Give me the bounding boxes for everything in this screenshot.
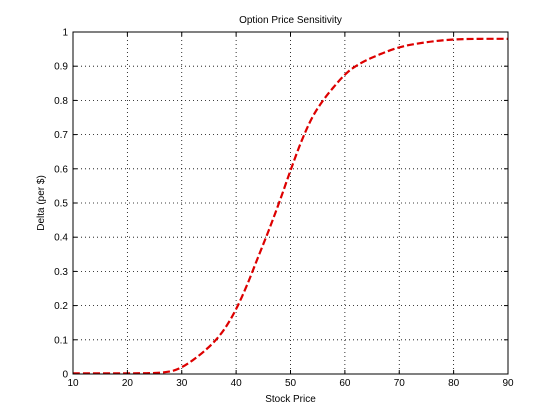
y-tick-label: 0.8 [54,96,68,107]
x-tick-label: 10 [67,378,79,389]
y-tick-label: 0 [62,370,68,381]
x-axis-title: Stock Price [265,394,316,405]
ticks: 10 20 30 40 50 60 70 80 90 0 0.1 0.2 0.3 0.4 0.5 0.6 0.7… [54,28,514,390]
x-tick-label: 90 [502,378,514,389]
plot-area [73,32,508,374]
y-tick-label: 0.1 [54,335,68,346]
series-line-0 [72,37,509,375]
y-tick-label: 0.6 [54,164,68,175]
grid [73,32,508,374]
x-tick-label: 50 [285,378,297,389]
y-axis-title: Delta (per $) [36,175,47,231]
x-tick-label: 60 [339,378,351,389]
x-tick-label: 40 [231,378,243,389]
x-tick-label: 20 [122,378,134,389]
chart-title: Option Price Sensitivity [239,15,342,26]
y-tick-label: 0.9 [54,62,68,73]
y-tick-label: 0.5 [54,199,68,210]
y-tick-label: 0.4 [54,233,68,244]
x-tick-label: 70 [394,378,406,389]
series-layer [72,37,509,375]
y-tick-label: 0.3 [54,267,68,278]
x-tick-label: 80 [448,378,460,389]
y-tick-label: 0.7 [54,130,68,141]
y-tick-label: 0.2 [54,301,68,312]
y-tick-label: 1 [62,28,68,39]
x-tick-label: 30 [176,378,188,389]
